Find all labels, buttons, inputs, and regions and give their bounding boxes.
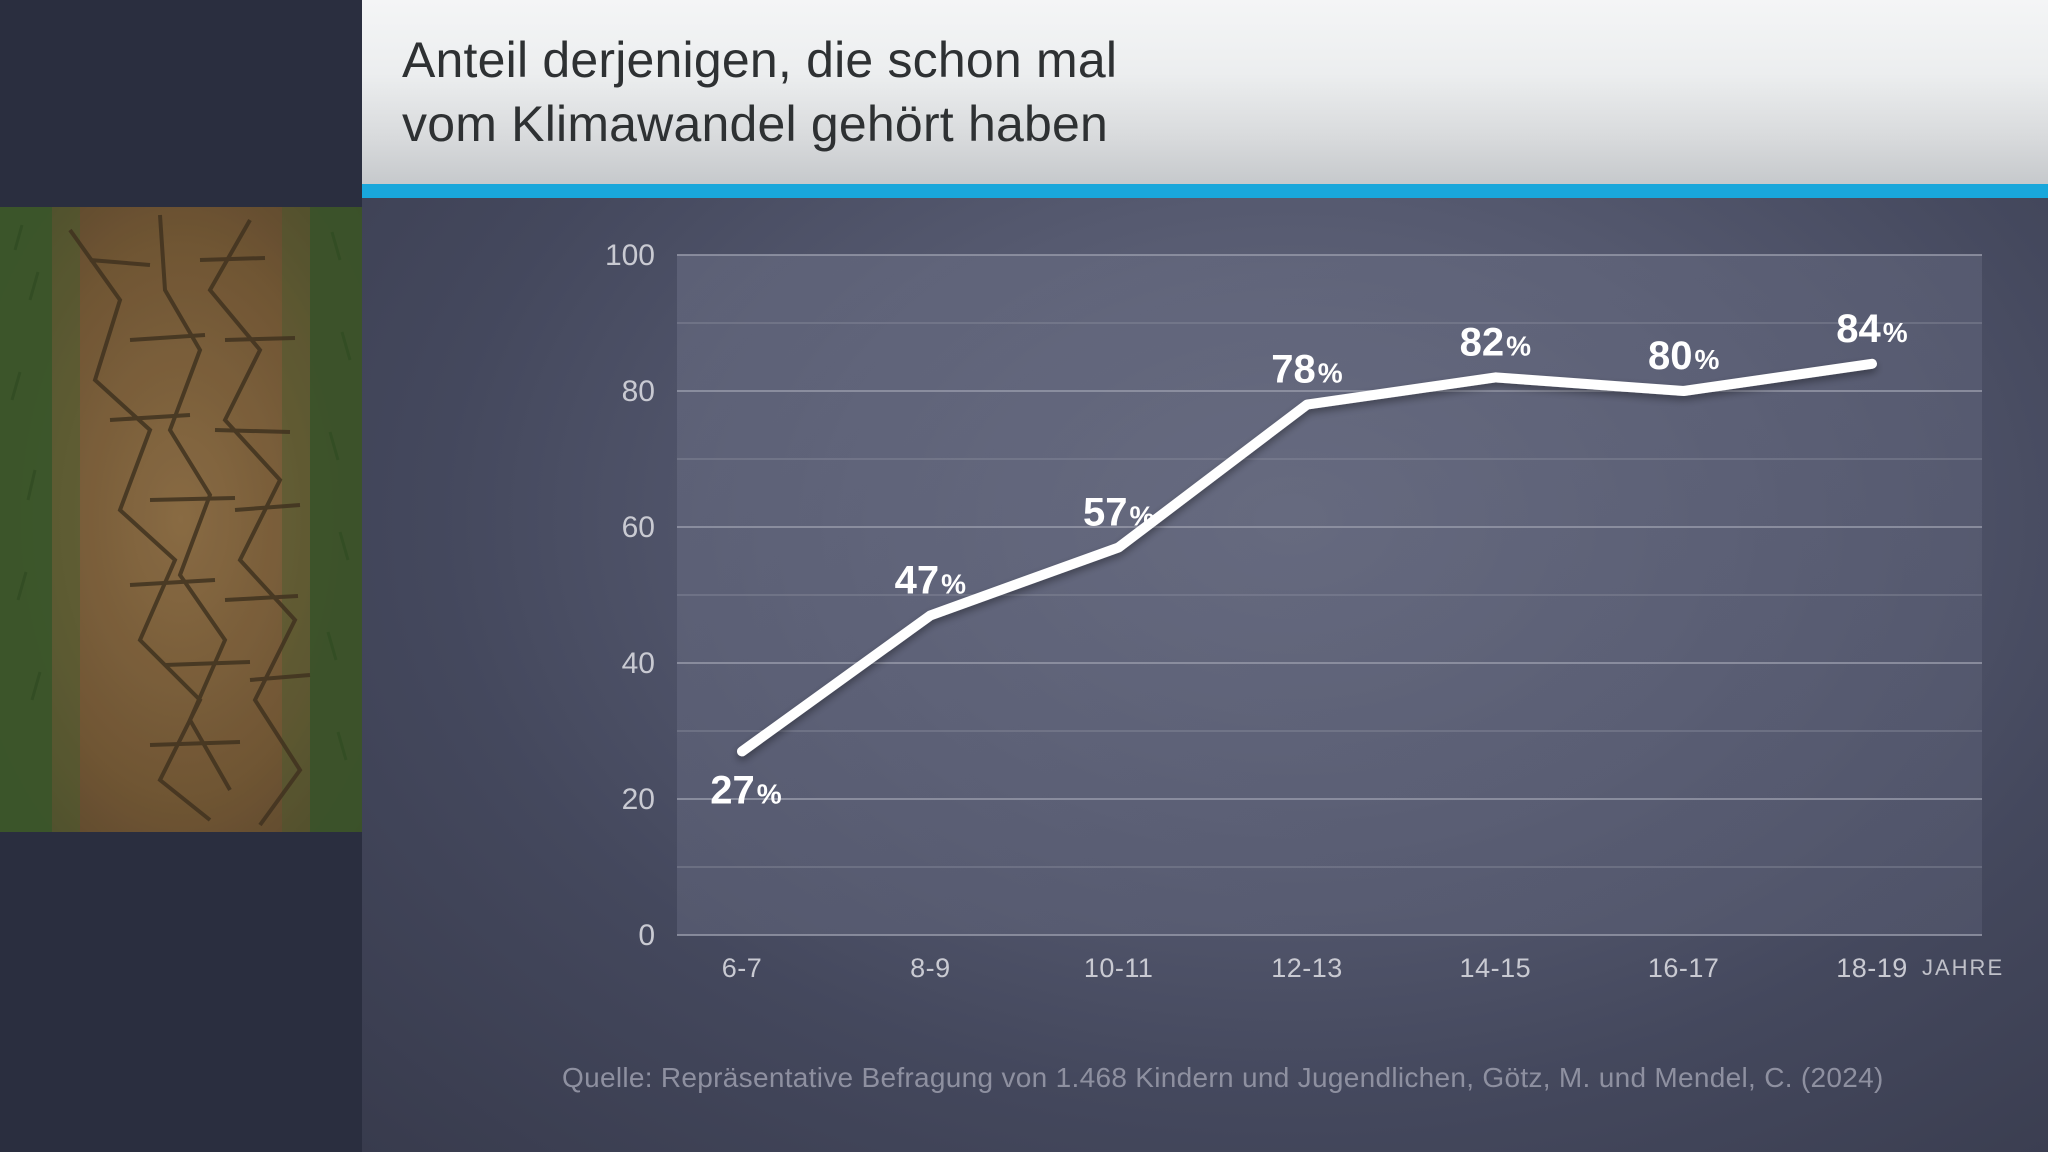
title-line-1: Anteil derjenigen, die schon mal <box>402 32 1117 88</box>
svg-text:100: 100 <box>605 239 655 272</box>
accent-bar <box>362 184 2048 198</box>
svg-text:60: 60 <box>622 511 655 544</box>
svg-text:16-17: 16-17 <box>1648 953 1720 983</box>
svg-text:0: 0 <box>638 919 655 952</box>
main-panel: Anteil derjenigen, die schon mal vom Kli… <box>362 0 2048 1152</box>
svg-text:JAHRE: JAHRE <box>1922 955 2002 980</box>
svg-text:8-9: 8-9 <box>910 953 951 983</box>
svg-text:80: 80 <box>622 375 655 408</box>
svg-text:40: 40 <box>622 647 655 680</box>
left-sidebar <box>0 0 362 1152</box>
source-citation: Quelle: Repräsentative Befragung von 1.4… <box>562 1062 1884 1094</box>
svg-text:12-13: 12-13 <box>1271 953 1343 983</box>
title-line-2: vom Klimawandel gehört haben <box>402 96 1108 152</box>
line-chart: 02040608010027%47%57%78%82%80%84%6-78-91… <box>562 235 2002 1015</box>
title-bar: Anteil derjenigen, die schon mal vom Kli… <box>362 0 2048 184</box>
svg-text:14-15: 14-15 <box>1460 953 1532 983</box>
svg-text:20: 20 <box>622 783 655 816</box>
svg-text:18-19: 18-19 <box>1836 953 1908 983</box>
svg-text:10-11: 10-11 <box>1084 953 1154 983</box>
svg-text:6-7: 6-7 <box>722 953 763 983</box>
sidebar-image <box>0 0 362 1152</box>
chart-title: Anteil derjenigen, die schon mal vom Kli… <box>402 28 2008 156</box>
